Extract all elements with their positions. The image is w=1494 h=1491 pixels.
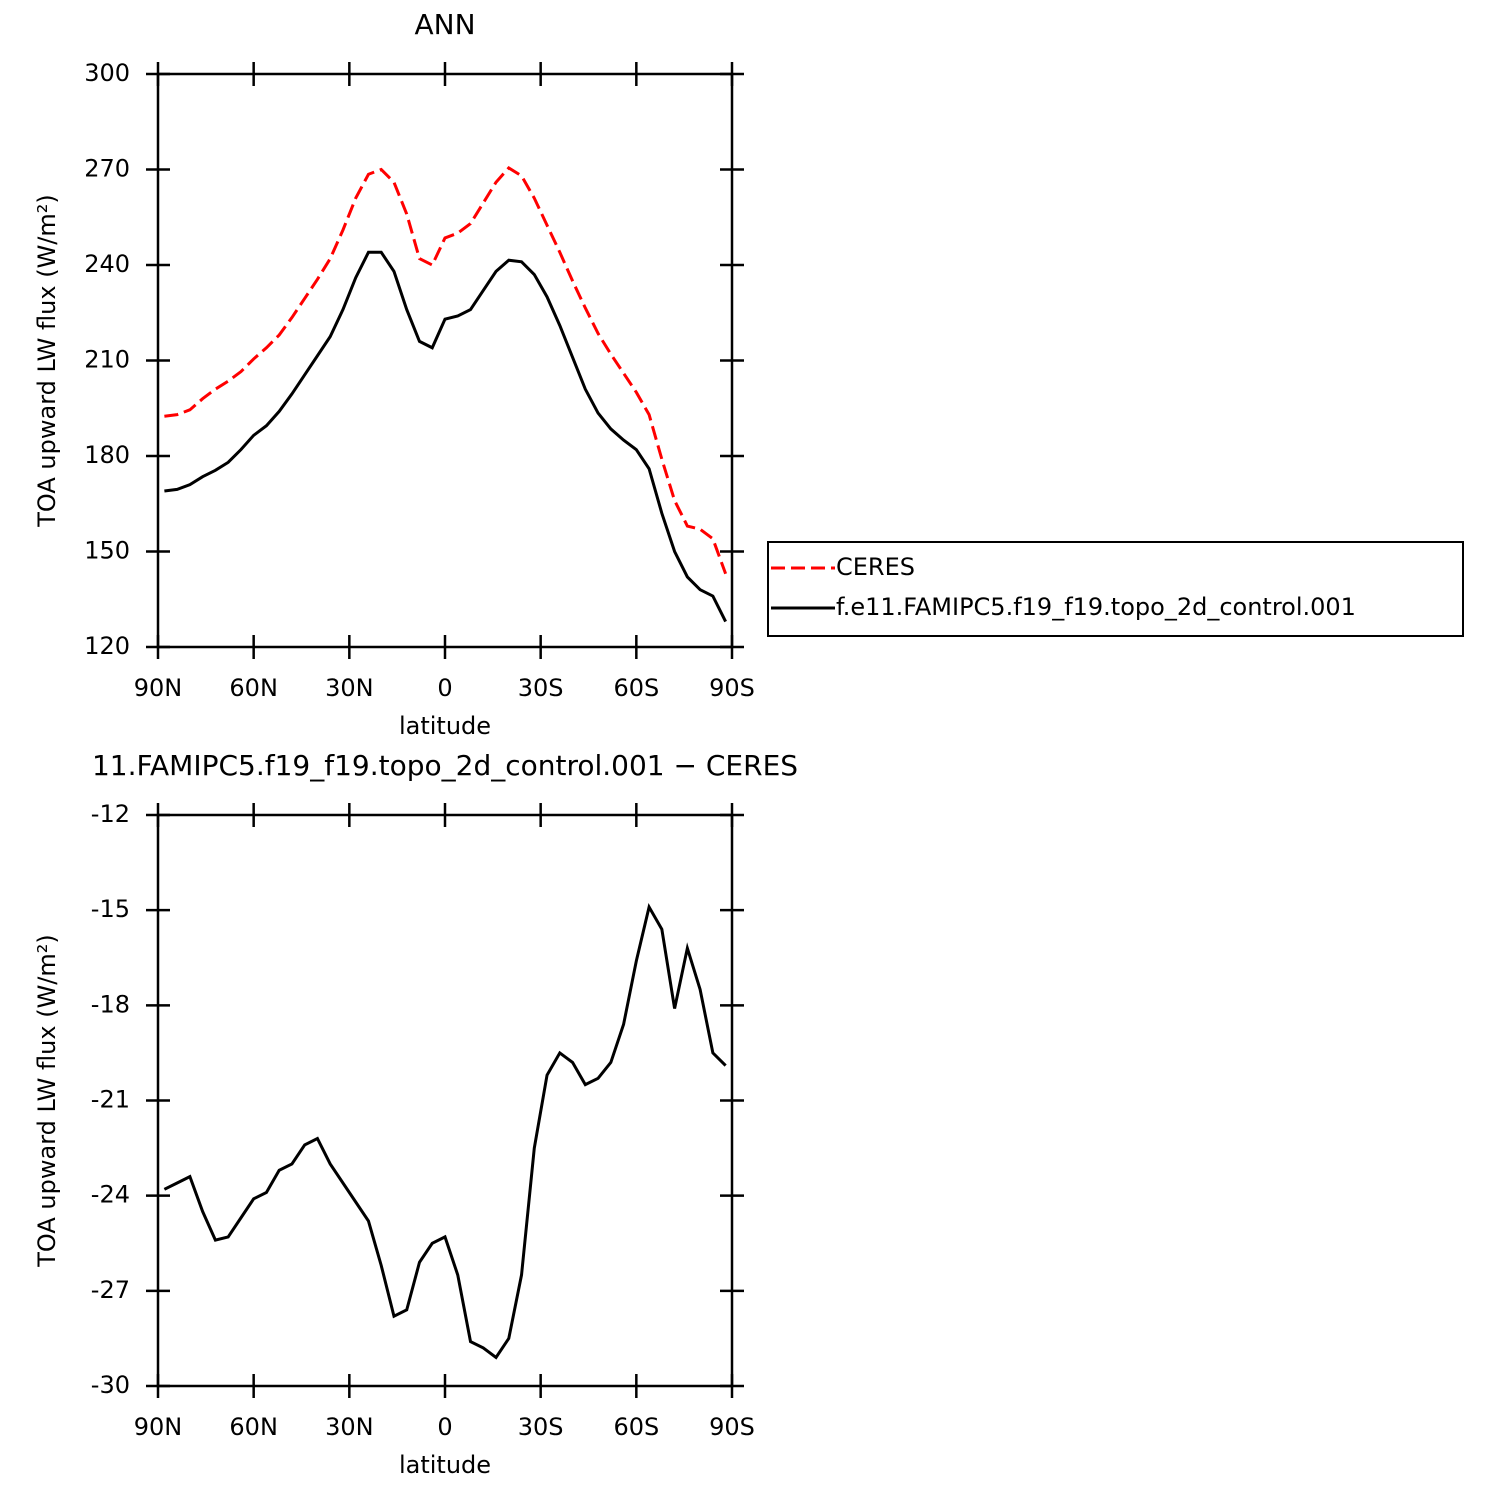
- data-line: [164, 165, 728, 575]
- y-axis-label: TOA upward LW flux (W/m²): [33, 194, 61, 528]
- chart-panel: ANN latitude TOA upward LW flux (W/m²) 120 1…: [33, 8, 1464, 740]
- x-tick-label: 90N: [134, 1413, 183, 1441]
- y-tick-label: 180: [84, 441, 130, 469]
- x-tick-label: 90N: [134, 674, 183, 702]
- y-tick-label: -24: [91, 1181, 130, 1209]
- x-tick-label: 60S: [613, 1413, 659, 1441]
- y-tick-label: 240: [84, 250, 130, 278]
- x-tick-label: 0: [437, 674, 452, 702]
- y-axis-label: TOA upward LW flux (W/m²): [33, 934, 61, 1268]
- y-tick-label: -15: [91, 895, 130, 923]
- y-tick-label: -12: [91, 800, 130, 828]
- chart-title: ANN: [414, 8, 475, 41]
- x-tick-label: 30S: [518, 1413, 564, 1441]
- legend: CERES f.e11.FAMIPC5.f19_f19.topo_2d_contr…: [767, 541, 1464, 637]
- x-tick-label: 60N: [229, 674, 278, 702]
- y-tick-label: -27: [91, 1276, 130, 1304]
- x-axis-label: latitude: [399, 712, 491, 740]
- plot-frame: [156, 72, 734, 649]
- plot-frame: [156, 813, 734, 1388]
- x-tick-label: 30N: [325, 674, 374, 702]
- x-tick-label: 0: [437, 1413, 452, 1441]
- chart-title: 11.FAMIPC5.f19_f19.topo_2d_control.001 −…: [92, 749, 798, 782]
- x-tick-label: 60S: [613, 674, 659, 702]
- x-tick-label: 90S: [709, 1413, 755, 1441]
- y-tick-label: 120: [84, 632, 130, 660]
- legend-label: CERES: [836, 553, 915, 581]
- x-tick-label: 30N: [325, 1413, 374, 1441]
- y-tick-label: -30: [91, 1371, 130, 1399]
- y-tick-label: 270: [84, 155, 130, 183]
- data-line: [163, 902, 727, 1360]
- x-tick-label: 30S: [518, 674, 564, 702]
- chart-panel: 11.FAMIPC5.f19_f19.topo_2d_control.001 −…: [33, 749, 798, 1479]
- data-line: [164, 250, 727, 623]
- x-tick-label: 90S: [709, 674, 755, 702]
- y-tick-label: -18: [91, 990, 130, 1018]
- y-tick-label: -21: [91, 1086, 130, 1114]
- y-tick-label: 150: [84, 537, 130, 565]
- x-axis-label: latitude: [399, 1451, 491, 1479]
- x-tick-label: 60N: [229, 1413, 278, 1441]
- legend-box: [767, 541, 1464, 637]
- legend-label: f.e11.FAMIPC5.f19_f19.topo_2d_control.00…: [836, 593, 1356, 621]
- y-tick-label: 210: [84, 346, 130, 374]
- y-tick-label: 300: [84, 59, 130, 87]
